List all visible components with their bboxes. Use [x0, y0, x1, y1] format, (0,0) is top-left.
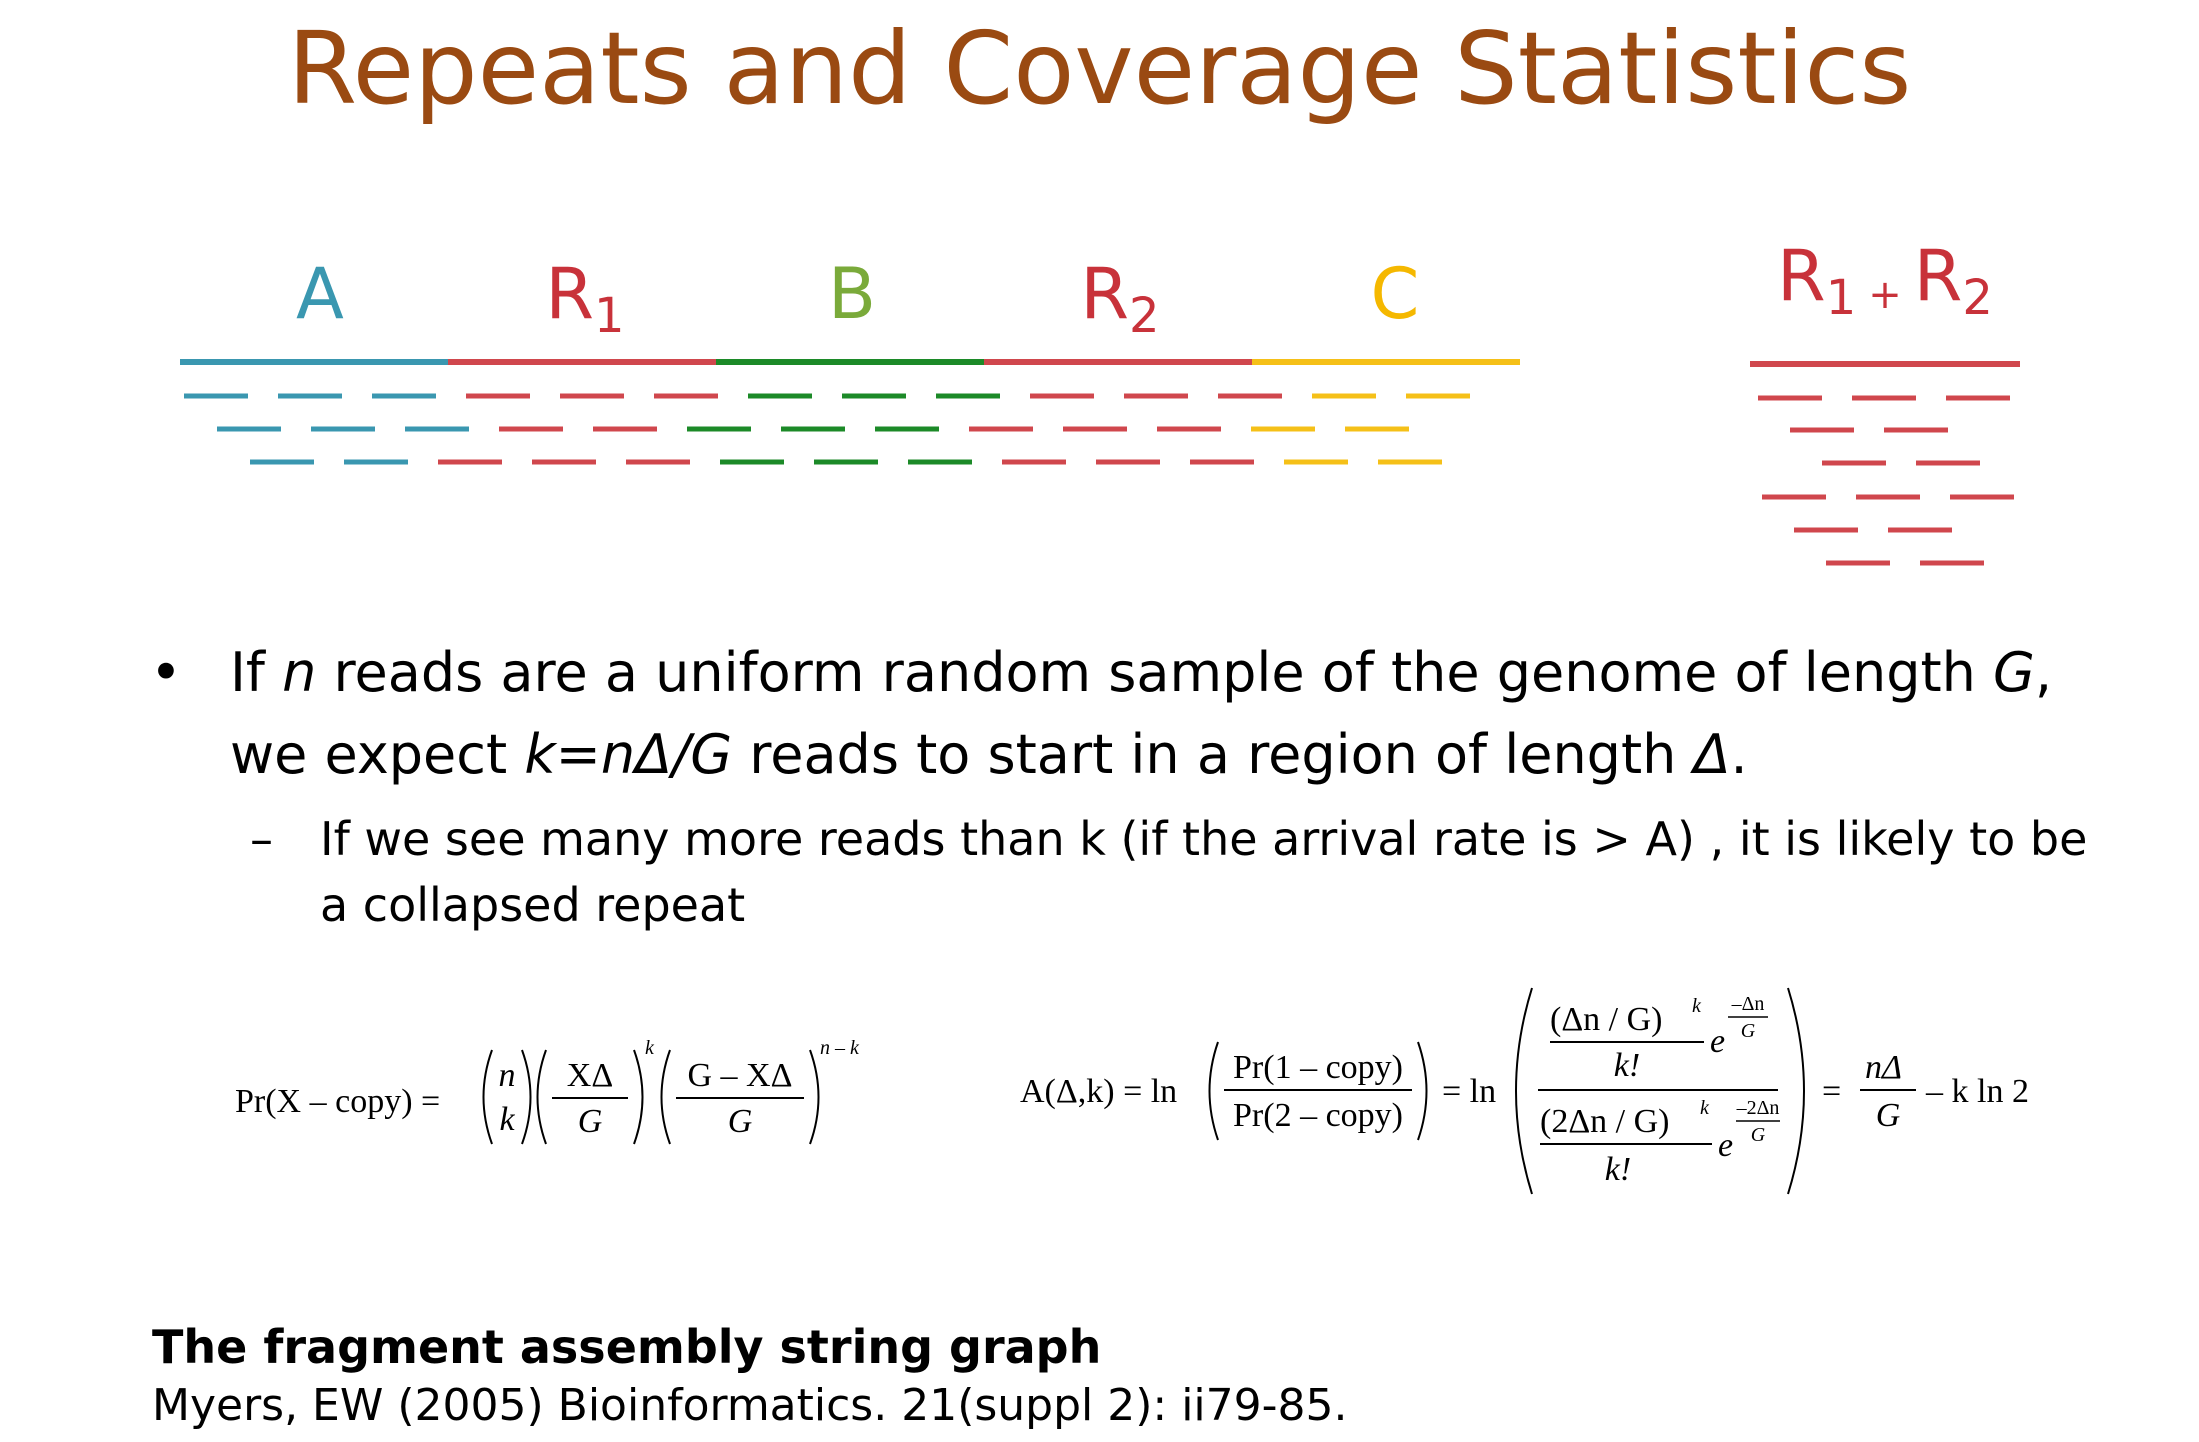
sub-bullet: – If we see many more reads than k (if t…: [250, 806, 2100, 938]
eq2-res-tail: – k ln 2: [1925, 1073, 2029, 1110]
segment-label-r1: R1: [545, 253, 624, 344]
eq2-top-k: k: [1692, 995, 1702, 1017]
collapsed-repeat-reads: [1758, 395, 2014, 566]
eq2-bot-exp-den: G: [1751, 1124, 1766, 1146]
collapsed-repeat-label: R1 + R2: [1777, 235, 1993, 326]
eq2-bot-exp-num: –2Δn: [1736, 1097, 1780, 1119]
equation-arrival-statistic: A(Δ,k) = ln Pr(1 – copy) Pr(2 – copy) = …: [1020, 987, 2029, 1195]
eq2-res-num: nΔ: [1865, 1049, 1902, 1086]
eq2-top-exp-num: –Δn: [1731, 993, 1765, 1015]
slide-title: Repeats and Coverage Statistics: [287, 10, 1912, 127]
segment-labels: A R1 B R2 C R1 + R2: [296, 235, 1993, 344]
sub-bullet-symbol: –: [250, 812, 273, 866]
eq2-top-den: k!: [1614, 1047, 1640, 1084]
segment-label-r2: R2: [1080, 253, 1159, 344]
eq2-bot-e: e: [1718, 1127, 1733, 1164]
sub-bullet-text: If we see many more reads than k (if the…: [320, 812, 2088, 932]
eq2-res-den: G: [1876, 1097, 1901, 1134]
eq2-eq-ln: = ln: [1442, 1073, 1496, 1110]
segment-label-c: C: [1371, 253, 1420, 335]
eq1-lhs: Pr(X – copy) =: [235, 1083, 440, 1120]
bullet-point: • If n reads are a uniform random sample…: [150, 632, 2100, 796]
sequencing-reads: [184, 393, 1470, 465]
eq2-eq: =: [1822, 1073, 1841, 1110]
segment-label-a: A: [296, 253, 344, 335]
eq1-exp2: n – k: [820, 1037, 860, 1059]
eq2-top-num: (Δn / G): [1550, 1001, 1663, 1038]
eq1-binom-top: n: [499, 1057, 516, 1094]
eq1-frac1-num: XΔ: [567, 1057, 613, 1094]
eq1-frac2-num: G – XΔ: [688, 1057, 793, 1094]
segment-label-b: B: [828, 253, 876, 335]
eq2-bot-num: (2Δn / G): [1540, 1103, 1670, 1140]
eq2-top-e: e: [1710, 1023, 1725, 1060]
eq1-frac2-den: G: [728, 1103, 753, 1140]
reference-citation: Myers, EW (2005) Bioinformatics. 21(supp…: [152, 1380, 1348, 1431]
bullet-text: If n reads are a uniform random sample o…: [230, 641, 2053, 786]
reference-title: The fragment assembly string graph: [152, 1320, 1102, 1374]
eq1-frac1-den: G: [578, 1103, 603, 1140]
eq1-exp1: k: [645, 1037, 655, 1059]
eq2-ratio-den: Pr(2 – copy): [1233, 1097, 1403, 1134]
equation-poisson: Pr(X – copy) = n k XΔ G k G – XΔ G n – k: [235, 1037, 860, 1145]
repeat-diagram: A R1 B R2 C R1 + R2: [180, 235, 2020, 566]
eq2-bot-den: k!: [1605, 1151, 1631, 1188]
bullet-symbol: •: [150, 641, 182, 704]
coverage-formula: k=nΔ/G: [524, 723, 733, 786]
eq2-ratio-num: Pr(1 – copy): [1233, 1049, 1403, 1086]
eq2-bot-k: k: [1700, 1097, 1710, 1119]
eq2-top-exp-den: G: [1741, 1020, 1756, 1042]
eq2-lhs: A(Δ,k) = ln: [1020, 1073, 1177, 1110]
eq1-binom-bottom: k: [499, 1101, 515, 1138]
